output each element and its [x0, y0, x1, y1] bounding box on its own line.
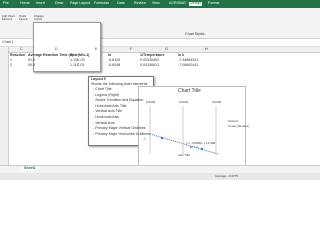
table-header: Reaction [10, 53, 26, 57]
axis-title: Axis Title [178, 153, 191, 157]
x-tick-label: 0.0034 [179, 100, 189, 104]
legend-entry: Linear (Series1) [228, 124, 250, 128]
tooltip-item: - Horizontal Axis Title [93, 103, 127, 108]
ribbon-tab[interactable]: ACROBAT [169, 1, 187, 5]
tooltip-item: - Vertical Axis Title [93, 109, 123, 114]
table-cell: 1.10E-03 [70, 58, 85, 62]
ribbon-tab[interactable]: Review [134, 1, 146, 5]
table-header: Rate(M/s-1) [70, 53, 90, 57]
table-cell: 1.11E-03 [70, 63, 85, 67]
x-tick-label: 0.0035 [212, 100, 222, 104]
ribbon-tab[interactable]: Home [20, 1, 30, 5]
table-cell: 90.5 [28, 63, 35, 67]
ribbon-tab[interactable]: View [152, 1, 160, 5]
ribbon-tab[interactable]: Format [208, 1, 220, 5]
column-header: F [130, 47, 133, 51]
table-header: Average Reaction Time (s) [28, 53, 73, 57]
ribbon-button[interactable]: Quick Layout [19, 14, 28, 21]
chart-border [138, 86, 246, 168]
status-text: Average: -0.4775 [215, 174, 238, 178]
table-header: ln k [178, 53, 185, 57]
tooltip-item: - Legend (Right) [93, 92, 119, 97]
table-cell: -6.8109 [108, 58, 121, 62]
table-cell: 0.00335402 [140, 58, 159, 62]
ribbon-tab[interactable]: Insert [36, 1, 45, 5]
r-squared: R² = 1 [190, 145, 199, 149]
status-bar [0, 173, 320, 180]
tooltip-item: - Horizontal Axis [93, 115, 119, 119]
ribbon-tab[interactable]: Page Layout [70, 1, 91, 5]
column-header: H [205, 47, 208, 51]
ribbon-tab[interactable]: Data [117, 1, 125, 5]
trendline-equation: y = -4.9965x + 12.068 [186, 141, 216, 145]
ribbon-button[interactable]: Change Colors [34, 14, 44, 21]
table-cell: -7.08662443 [178, 63, 199, 67]
x-tick-label: 0.0033 [146, 100, 156, 104]
chart-title: Chart Title [178, 88, 201, 94]
y-tick-label: -7 [143, 137, 146, 141]
sheet-tab-bar [0, 165, 320, 174]
gallery[interactable] [33, 22, 101, 72]
formula-bar [0, 39, 320, 47]
column-header: G [165, 47, 168, 51]
tooltip-intro: Shows the following chart elements: [91, 82, 149, 86]
column-header: D [55, 47, 58, 51]
tooltip-item: - Primary Major Vertical Gridlines [93, 126, 146, 131]
legend-entry: Series1 [228, 119, 239, 123]
column-header-bar [0, 47, 320, 53]
table-cell: -6.8048 [108, 63, 121, 67]
table-cell: 1 [10, 58, 12, 62]
point [160, 136, 164, 140]
tooltip-item: - Chart Title [93, 87, 112, 91]
ribbon-tab[interactable]: Formulas [94, 1, 109, 5]
column-header: C [20, 47, 23, 51]
table-header: 1/Temperature [140, 53, 165, 57]
row-header-bar [0, 47, 9, 165]
tooltip-title: Layout 9 [91, 77, 106, 81]
ribbon-tab[interactable]: Draw [55, 1, 64, 5]
group-label: Chart Styles [185, 32, 205, 36]
chart-area [138, 86, 246, 168]
ribbon-button[interactable]: Add Chart Element [2, 14, 15, 21]
ribbon-tab[interactable]: Design [189, 1, 203, 6]
sheet-tab[interactable]: Sheet1 [22, 166, 38, 171]
tooltip-item: - Primary Major Horizontal Gridlines [93, 131, 150, 136]
tooltip-item: - Vertical Axis [93, 120, 115, 125]
table-cell: -7.34884341 [178, 58, 199, 62]
excel-window: (() => { const data = JSON.parse(documen… [0, 0, 320, 180]
table-cell: 2 [10, 63, 12, 67]
table-cell: 0.00336613 [140, 63, 159, 67]
tooltip-item: - Series Trendline and Equation [93, 98, 144, 103]
table-header: ln [108, 53, 112, 57]
tab-bar [0, 0, 320, 8]
ribbon-tab[interactable]: File [3, 1, 9, 5]
column-header: E [95, 47, 98, 51]
point [200, 147, 204, 151]
table-cell: 91.5 [28, 58, 35, 62]
name-box: Chart 1 [2, 40, 14, 44]
